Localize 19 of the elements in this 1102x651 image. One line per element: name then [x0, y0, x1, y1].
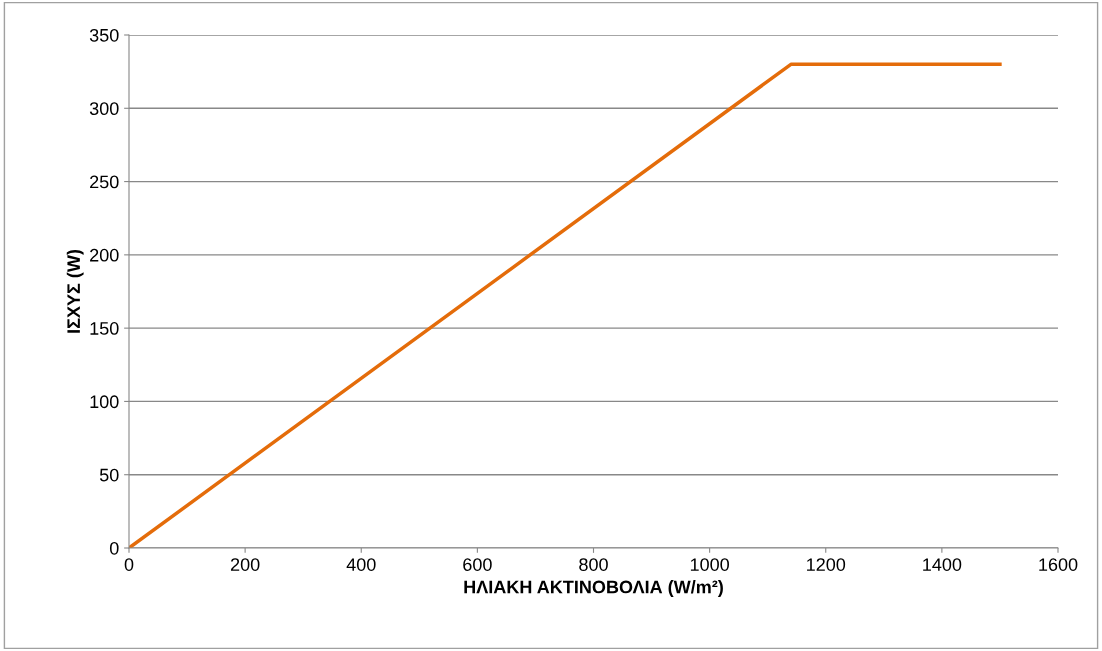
x-axis-title: ΗΛΙΑΚΗ ΑΚΤΙΝΟΒΟΛΙΑ (W/m²) — [464, 580, 723, 597]
y-tick-label: 50 — [99, 468, 119, 482]
x-tick-label: 600 — [463, 558, 492, 571]
x-tick-label: 1600 — [1039, 558, 1078, 571]
y-tick-label: 0 — [109, 541, 119, 555]
y-tick-label: 250 — [90, 175, 119, 189]
y-tick-label: 350 — [89, 28, 119, 42]
x-tick-label: 1000 — [690, 558, 729, 571]
x-tick-label: 1400 — [923, 558, 962, 571]
y-tick-label: 150 — [90, 322, 119, 335]
x-tick-label: 0 — [124, 558, 134, 571]
x-tick-label: 400 — [346, 558, 376, 571]
x-tick-label: 1200 — [807, 558, 846, 571]
y-tick-label: 200 — [90, 248, 119, 262]
x-tick-label: 800 — [579, 558, 608, 571]
x-tick-label: 200 — [230, 558, 260, 571]
y-tick-label: 300 — [89, 102, 119, 116]
y-tick-label: 100 — [90, 395, 119, 409]
y-axis-title: ΙΣΧΥΣ (W) — [66, 249, 84, 333]
